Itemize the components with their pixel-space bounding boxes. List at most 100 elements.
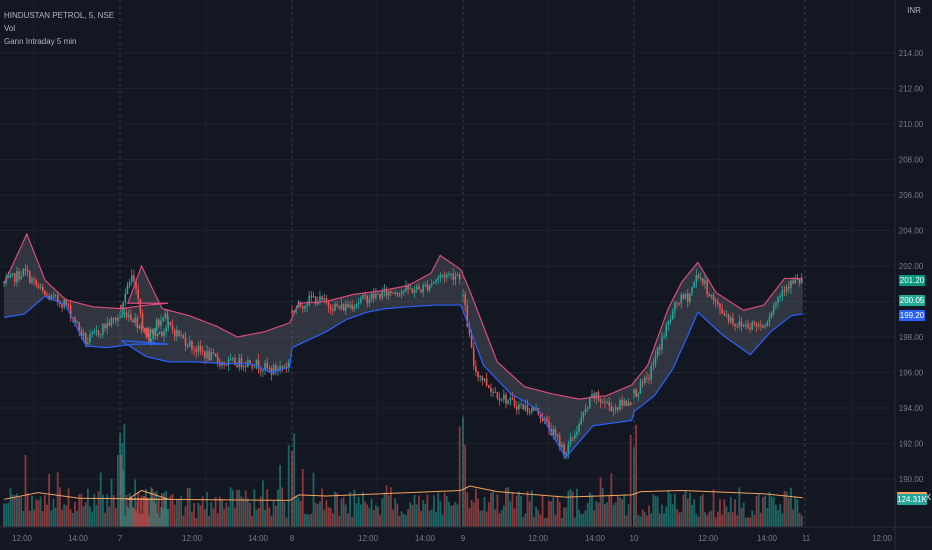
volume-bar (477, 498, 479, 527)
volume-bar (472, 502, 475, 527)
volume-bar (576, 488, 578, 527)
time-axis[interactable]: 12:00 14:00 7 12:00 14:00 8 12:00 14:00 9 12:00 14… (12, 534, 893, 543)
volume-bar (9, 488, 12, 527)
volume-bar (63, 504, 66, 527)
candle-body (165, 327, 167, 332)
candle-body (505, 394, 507, 404)
candle-body (524, 405, 527, 410)
volume-bar (558, 501, 561, 527)
candle-body (204, 352, 206, 359)
candle-body (646, 377, 648, 379)
candle-body (84, 333, 87, 345)
volume-bar (633, 447, 635, 527)
volume-bar (140, 495, 143, 527)
y-tick-label: 190.00 (899, 475, 924, 484)
volume-bar (277, 489, 279, 527)
y-tick-label: 206.00 (899, 191, 924, 200)
candle-body (210, 351, 213, 360)
candle-body (674, 302, 676, 312)
volume-bar (383, 492, 386, 527)
volume-indicator-label[interactable]: Vol (4, 24, 16, 33)
candle-body (227, 359, 230, 366)
volume-bar (445, 496, 448, 527)
volume-bar (353, 489, 356, 527)
candle-body (153, 330, 156, 334)
volume-bar (37, 500, 40, 527)
volume-bar (770, 496, 773, 527)
candle-body (498, 398, 501, 400)
candle-body (24, 268, 27, 271)
volume-bar (676, 509, 678, 527)
volume-bar (798, 512, 801, 527)
volume-bar (381, 498, 384, 527)
candle-body (375, 293, 377, 299)
volume-bar (762, 497, 764, 527)
candle-body (16, 271, 18, 283)
candle-body (604, 402, 606, 404)
volume-bar (556, 495, 559, 527)
volume-bar (643, 511, 646, 527)
volume-bar (661, 504, 663, 527)
volume-bar (394, 498, 397, 527)
symbol-title[interactable]: HINDUSTAN PETROL, 5, NSE (4, 11, 115, 20)
candle-body (150, 339, 152, 343)
volume-bar (114, 507, 117, 527)
x-tick-label: 14:00 (415, 534, 436, 543)
volume-bar (390, 487, 392, 527)
candle-body (492, 391, 494, 393)
volume-bar (52, 498, 55, 527)
volume-bar (130, 497, 133, 527)
volume-bar (145, 497, 148, 527)
candle-body (454, 276, 457, 280)
volume-bar (152, 498, 155, 527)
candle-body (214, 353, 217, 357)
volume-bar (783, 490, 786, 527)
candle-body (595, 392, 598, 399)
candle-body (166, 313, 169, 320)
candle-body (360, 298, 362, 303)
candle-body (255, 359, 258, 368)
volume-bar (500, 509, 503, 527)
volume-bar (110, 478, 113, 527)
candle-body (169, 322, 172, 326)
volume-bar (526, 491, 529, 527)
price-label: 201.20 (899, 274, 925, 286)
currency-label: INR (907, 6, 921, 15)
volume-bar (208, 515, 211, 527)
candle-body (415, 286, 418, 290)
volume-bar (565, 507, 568, 527)
volume-bar (148, 515, 150, 527)
candle-body (411, 288, 414, 293)
volume-bar (409, 502, 412, 527)
volume-bar (387, 495, 390, 527)
volume-bar (507, 487, 510, 527)
x-tick-label: 7 (118, 534, 123, 543)
volume-bar (18, 497, 20, 527)
candle-body (130, 275, 133, 283)
candle-body (558, 436, 561, 447)
price-label: 124.31K (897, 493, 927, 505)
candle-body (654, 355, 657, 365)
candle-body (306, 304, 308, 307)
candle-body (418, 286, 420, 290)
candle-body (325, 298, 328, 303)
candle-body (379, 293, 381, 299)
volume-bar (24, 454, 27, 527)
volume-bar (637, 514, 640, 527)
candle-body (507, 400, 509, 404)
volume-bar (646, 515, 648, 527)
candle-body (691, 287, 693, 294)
x-tick-label: 12:00 (872, 534, 893, 543)
volume-bar (165, 490, 168, 527)
volume-bar (43, 495, 46, 527)
candle-body (515, 406, 518, 410)
candle-body (39, 287, 42, 289)
volume-bar (509, 501, 512, 527)
gann-indicator-label[interactable]: Gann Intraday 5 min (4, 37, 77, 46)
candle-body (154, 333, 157, 337)
candle-body (528, 412, 531, 414)
volume-bar (357, 496, 360, 527)
volume-bar (790, 487, 792, 527)
candle-body (584, 408, 587, 413)
